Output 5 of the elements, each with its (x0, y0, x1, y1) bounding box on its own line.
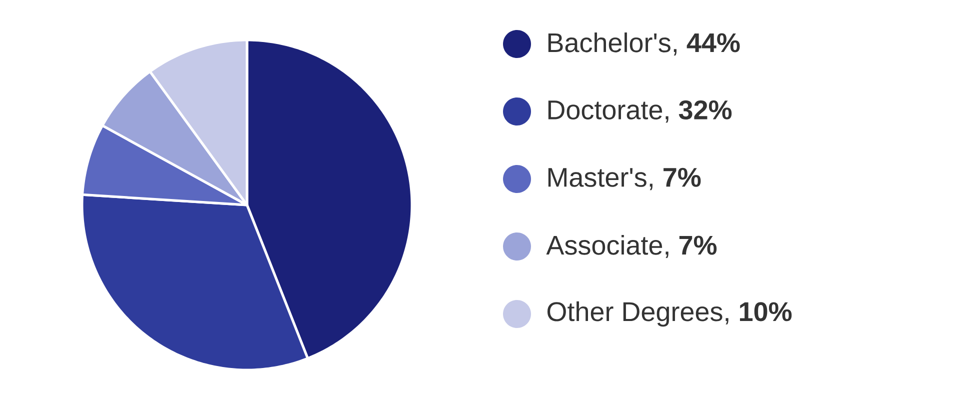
legend-label: Bachelor's, 44% (548, 32, 740, 56)
legend-label: Other Degrees, 10% (547, 301, 792, 327)
legend-label: Master's, 7% (548, 168, 701, 190)
legend-label: Associate, 7% (546, 234, 717, 258)
legend-label: Doctorate, 32% (548, 100, 732, 123)
